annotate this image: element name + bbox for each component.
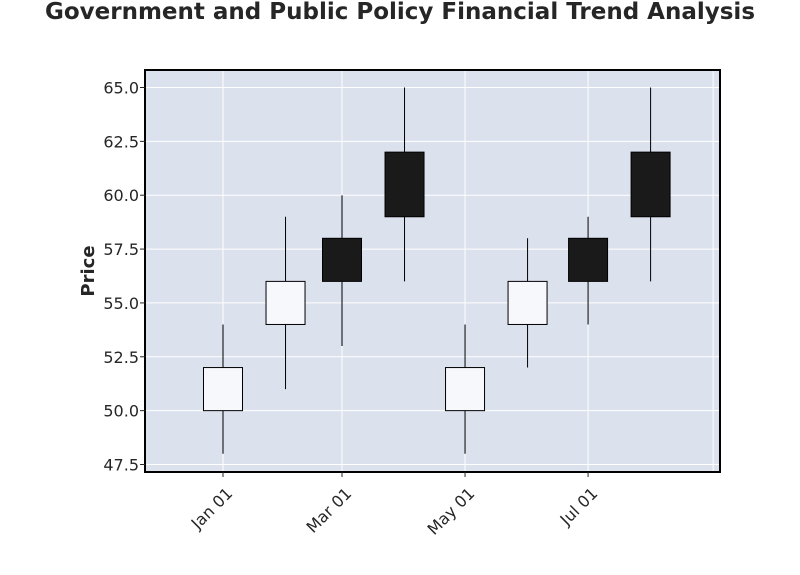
y-tick-label: 62.5 bbox=[103, 132, 139, 151]
candle bbox=[568, 216, 609, 325]
y-tick-label: 57.5 bbox=[103, 240, 139, 259]
candle-body bbox=[568, 237, 609, 282]
candle-body bbox=[630, 151, 671, 218]
candle-body bbox=[265, 280, 306, 325]
candle bbox=[630, 87, 671, 282]
candle-body bbox=[507, 280, 548, 325]
y-tick-label: 52.5 bbox=[103, 348, 139, 367]
y-tick-label: 55.0 bbox=[103, 294, 139, 313]
y-tick-label: 47.5 bbox=[103, 456, 139, 475]
candle bbox=[384, 87, 425, 282]
candle-body bbox=[203, 367, 243, 412]
candle-body bbox=[322, 237, 362, 282]
candle bbox=[265, 216, 306, 390]
candles bbox=[203, 87, 671, 454]
y-axis-label: Price bbox=[78, 245, 99, 296]
candle-body bbox=[445, 367, 486, 412]
y-tick-label: 60.0 bbox=[103, 186, 139, 205]
candle bbox=[322, 195, 362, 347]
x-tick-label: May 01 bbox=[424, 484, 479, 539]
x-tick-label: Jul 01 bbox=[556, 484, 602, 530]
candle-body bbox=[384, 151, 425, 218]
plot-frame bbox=[144, 69, 721, 473]
y-axis: 47.5 50.0 52.5 55.0 57.5 60.0 62.5 65.0 bbox=[103, 79, 145, 475]
y-tick-label: 65.0 bbox=[103, 79, 139, 98]
y-tick-label: 50.0 bbox=[103, 402, 139, 421]
candle bbox=[507, 238, 548, 368]
candle bbox=[445, 324, 486, 454]
x-tick-label: Jan 01 bbox=[187, 484, 237, 534]
candle bbox=[203, 324, 243, 454]
plot-area bbox=[145, 70, 720, 472]
chart-title: Government and Public Policy Financial T… bbox=[45, 0, 755, 25]
x-tick-label: Mar 01 bbox=[303, 484, 356, 537]
x-axis: Jan 01 Mar 01 May 01 Jul 01 bbox=[187, 472, 602, 539]
